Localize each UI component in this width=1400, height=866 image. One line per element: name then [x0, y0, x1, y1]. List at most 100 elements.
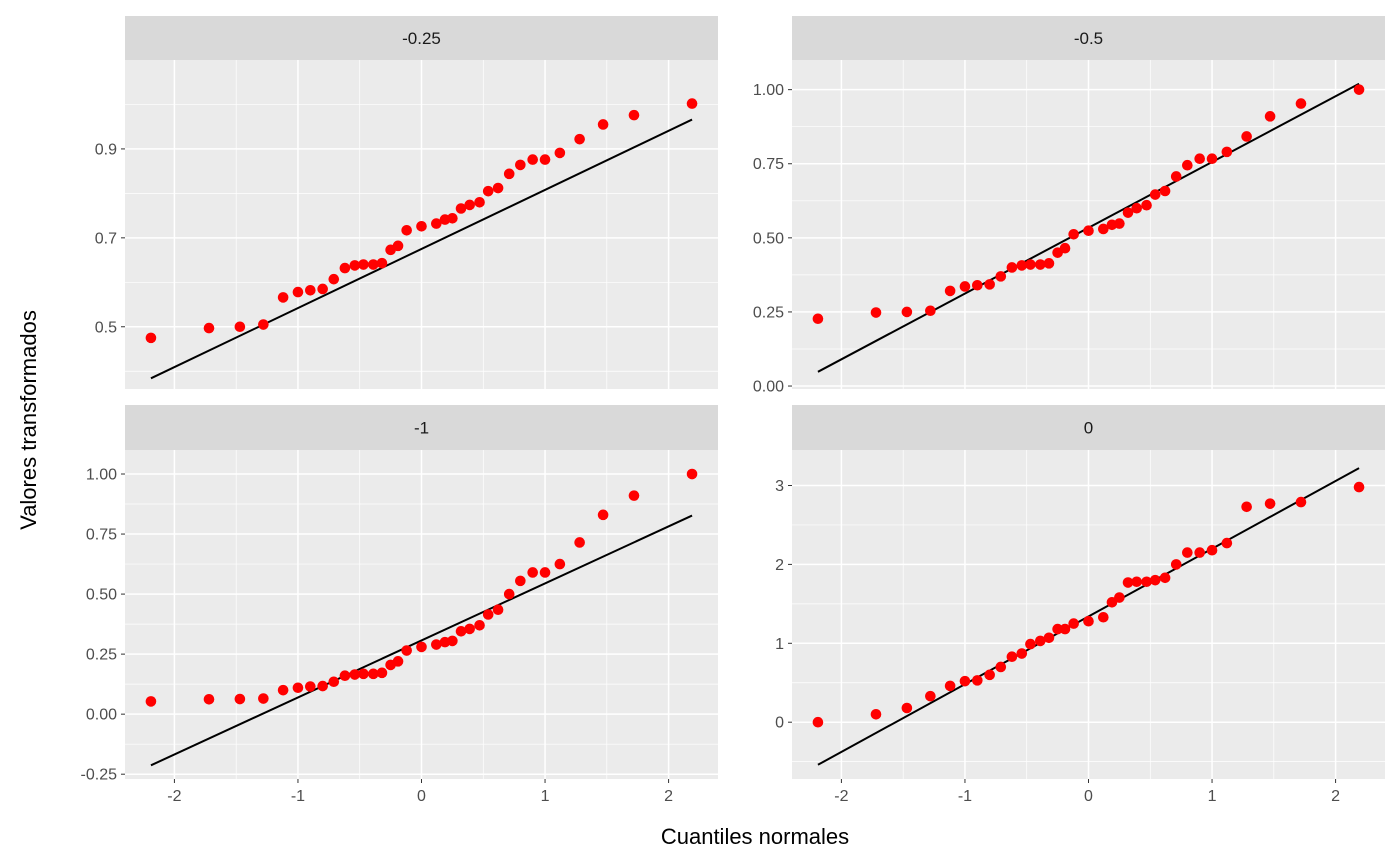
data-point — [416, 220, 427, 232]
data-point — [349, 260, 361, 271]
data-point — [972, 279, 983, 291]
data-point — [401, 224, 412, 236]
data-point — [1025, 259, 1036, 270]
data-point — [317, 283, 328, 295]
data-point — [870, 307, 882, 318]
x-tick-label: -2 — [167, 788, 181, 805]
data-point — [984, 669, 995, 681]
data-point — [258, 693, 269, 704]
data-point — [503, 588, 515, 600]
facet-strip — [125, 16, 718, 60]
facet-panels: -0.250.50.70.9-0.50.000.250.500.751.00-1… — [81, 16, 1385, 805]
data-point — [959, 675, 971, 687]
y-tick-label: 0.00 — [86, 707, 117, 724]
data-point — [349, 669, 361, 680]
data-point — [368, 668, 379, 680]
facet-strip — [792, 16, 1385, 60]
data-point — [574, 133, 585, 145]
data-point — [686, 468, 698, 480]
x-tick-label: 2 — [1331, 788, 1340, 805]
data-point — [277, 292, 289, 303]
qq-reference-line — [150, 118, 693, 380]
x-tick-label: 1 — [541, 788, 550, 805]
data-point — [1083, 225, 1094, 237]
y-tick-label: 0.25 — [753, 304, 784, 321]
data-point — [376, 257, 388, 269]
data-point — [305, 681, 316, 692]
data-point — [339, 670, 351, 682]
data-point — [1059, 242, 1071, 254]
data-point — [1241, 501, 1252, 513]
data-point — [503, 168, 515, 180]
data-point — [328, 676, 340, 688]
x-tick-label: -1 — [291, 788, 305, 805]
facet-strip-label: -0.5 — [1074, 29, 1103, 48]
data-point — [984, 279, 995, 290]
data-point — [1194, 153, 1205, 164]
data-point — [1122, 207, 1134, 218]
data-point — [1264, 111, 1276, 122]
data-point — [1221, 146, 1233, 158]
data-point — [515, 575, 526, 587]
x-tick-label: 2 — [664, 788, 673, 805]
data-point — [554, 558, 566, 570]
data-point — [482, 609, 494, 620]
data-point — [474, 620, 485, 631]
data-point — [305, 285, 316, 296]
data-point — [258, 319, 269, 330]
data-point — [925, 690, 936, 702]
data-point — [358, 668, 369, 680]
facet-strip-label: 0 — [1084, 419, 1093, 438]
data-point — [447, 212, 458, 224]
data-point — [1194, 547, 1205, 558]
data-point — [925, 305, 936, 317]
data-point — [492, 182, 504, 194]
data-point — [1353, 481, 1365, 493]
data-point — [1131, 202, 1142, 214]
data-point — [527, 154, 538, 165]
data-point — [358, 259, 369, 270]
y-tick-label: 2 — [775, 557, 784, 574]
data-point — [1149, 189, 1161, 200]
data-point — [392, 656, 404, 667]
y-tick-label: 0.9 — [95, 141, 117, 158]
data-point — [597, 509, 609, 521]
data-point — [416, 641, 427, 653]
data-point — [328, 273, 340, 285]
x-tick-label: 1 — [1208, 788, 1217, 805]
y-tick-label: 3 — [775, 478, 784, 495]
data-point — [1206, 544, 1218, 556]
y-tick-label: 0.50 — [753, 230, 784, 247]
data-point — [995, 661, 1007, 673]
data-point — [812, 313, 824, 325]
data-point — [597, 119, 609, 130]
facet-panel-1: -0.5 0.00 0.25 0.50 0.75 1.00 — [753, 16, 1385, 396]
facet-panel-2: -1 -0.25 0.00 0.25 0.50 0.75 1.00 -2 -1 0 1 2 — [81, 405, 718, 805]
data-point — [1043, 632, 1055, 644]
y-tick-label: -0.25 — [81, 767, 118, 784]
data-point — [539, 567, 551, 578]
data-point — [1068, 618, 1079, 629]
data-point — [1221, 537, 1233, 549]
data-point — [234, 321, 246, 333]
data-point — [292, 682, 304, 694]
data-point — [474, 196, 485, 208]
data-point — [1098, 611, 1109, 623]
y-tick-label: 1.00 — [753, 82, 784, 99]
data-point — [1052, 623, 1063, 635]
data-point — [447, 635, 458, 647]
data-point — [277, 684, 289, 696]
data-point — [482, 185, 494, 197]
data-point — [376, 667, 388, 679]
data-point — [1025, 638, 1036, 650]
data-point — [1353, 84, 1365, 95]
data-point — [1170, 171, 1182, 182]
x-tick-label: -1 — [958, 788, 972, 805]
data-point — [234, 693, 246, 705]
data-point — [1159, 185, 1171, 197]
y-tick-label: 0 — [775, 715, 784, 732]
data-point — [1016, 260, 1028, 271]
data-point — [368, 259, 379, 270]
data-point — [1083, 615, 1094, 627]
